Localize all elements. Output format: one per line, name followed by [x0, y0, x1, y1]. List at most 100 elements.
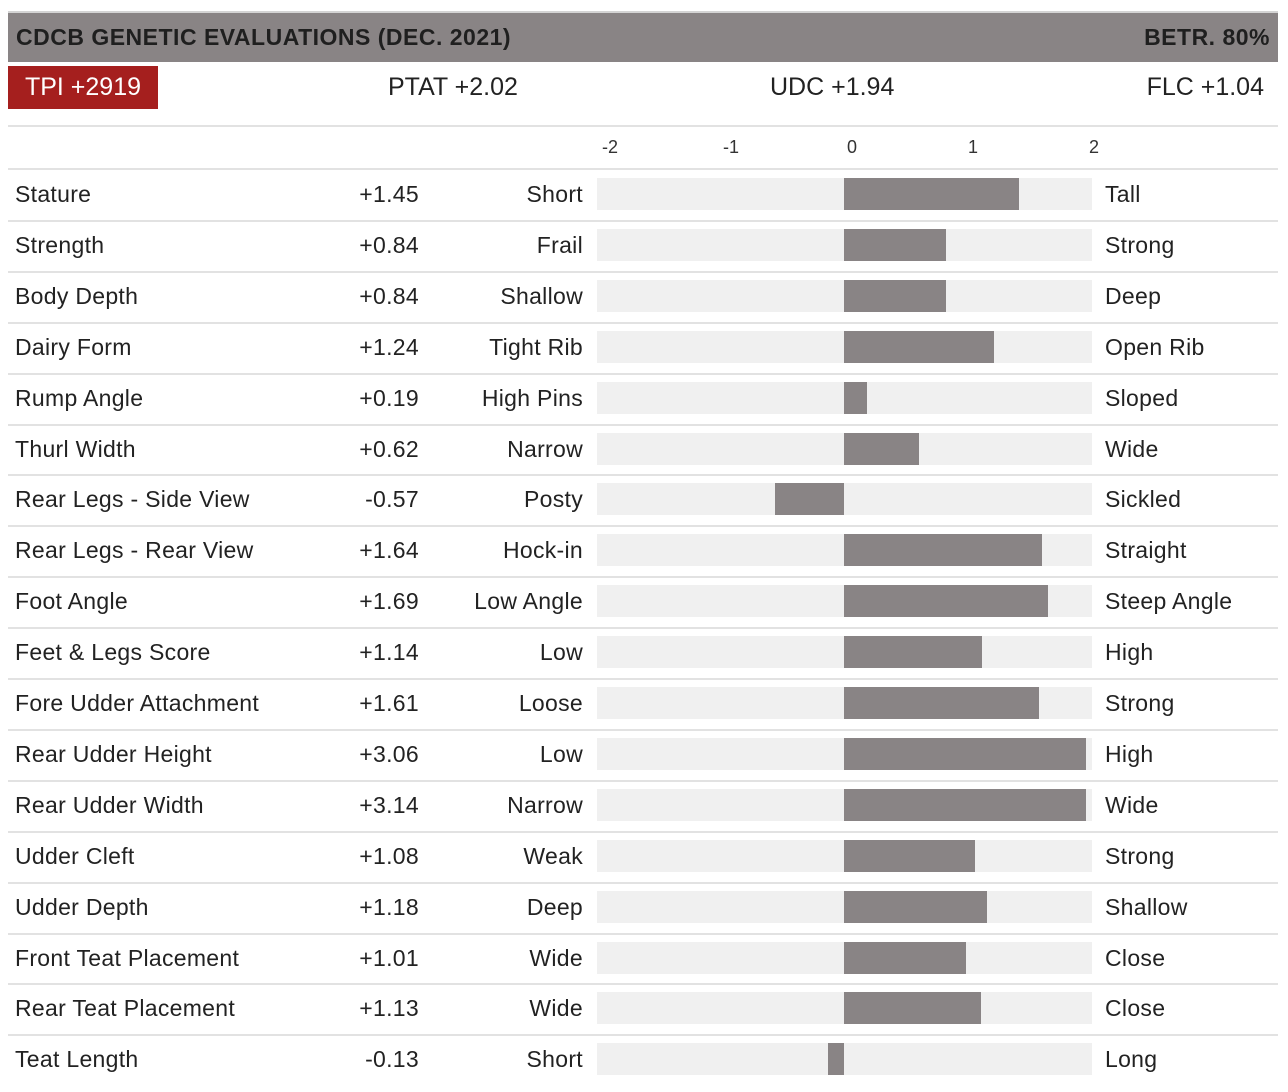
trait-low-label: Low Angle: [474, 588, 583, 615]
axis-tick-label: 1: [967, 137, 979, 157]
trait-row: Strength +0.84 Frail Strong: [8, 221, 1278, 270]
bar-track: [597, 839, 1092, 872]
flc-value: FLC +1.04: [1146, 73, 1264, 101]
row-divider: [8, 219, 1278, 222]
trait-value: +1.69: [359, 588, 419, 615]
trait-high-label: Tall: [1105, 181, 1141, 207]
trait-bar: [775, 483, 844, 516]
trait-row: Dairy Form +1.24 Tight Rib Open Rib: [8, 323, 1278, 372]
trait-high-label: Steep Angle: [1105, 588, 1233, 615]
bar-track: [597, 178, 1092, 210]
trait-high-label: Sloped: [1105, 384, 1179, 411]
row-divider: [8, 372, 1278, 375]
trait-row: Rear Teat Placement +1.13 Wide Close: [8, 984, 1278, 1033]
trait-row: Body Depth +0.84 Shallow Deep: [8, 272, 1278, 321]
trait-row: Feet & Legs Score +1.14 Low High: [8, 628, 1278, 677]
trait-value: +1.08: [359, 842, 419, 869]
trait-value: +3.14: [359, 791, 419, 818]
trait-value: +0.84: [359, 231, 419, 258]
trait-low-label: Wide: [529, 944, 583, 971]
trait-bar: [844, 839, 975, 872]
trait-high-label: Close: [1105, 995, 1166, 1022]
summary-row: TPI +2919 PTAT +2.02 UDC +1.94 FLC +1.04: [8, 64, 1278, 126]
trait-low-label: Loose: [518, 690, 583, 716]
trait-bar: [844, 737, 1086, 770]
trait-low-label: Low: [539, 639, 583, 666]
trait-value: -0.57: [365, 486, 419, 513]
axis-tick-label: 2: [1088, 137, 1100, 157]
bar-track: [597, 890, 1092, 923]
trait-high-label: Strong: [1105, 842, 1175, 869]
trait-bar: [844, 941, 967, 974]
trait-high-label: Long: [1105, 1046, 1158, 1073]
trait-name: Rump Angle: [15, 384, 144, 411]
row-divider: [8, 1034, 1278, 1037]
trait-name: Thurl Width: [15, 435, 136, 462]
trait-bar: [844, 279, 946, 312]
bar-track: [597, 483, 1092, 516]
axis-divider: [8, 168, 1278, 170]
trait-name: Fore Udder Attachment: [15, 690, 260, 716]
trait-row: Rump Angle +0.19 High Pins Sloped: [8, 374, 1278, 423]
trait-bar: [844, 788, 1086, 821]
trait-value: +0.62: [359, 435, 419, 462]
trait-name: Rear Udder Height: [15, 740, 212, 767]
summary-divider: [8, 125, 1278, 127]
trait-value: +1.18: [359, 893, 419, 920]
trait-value: +1.24: [359, 333, 419, 360]
trait-bar: [828, 1043, 844, 1076]
trait-bar: [844, 636, 982, 669]
row-divider: [8, 474, 1278, 477]
trait-name: Front Teat Placement: [15, 944, 240, 971]
trait-high-label: Deep: [1105, 282, 1162, 309]
trait-row: Rear Udder Height +3.06 Low High: [8, 730, 1278, 779]
trait-name: Teat Length: [15, 1046, 139, 1073]
trait-name: Body Depth: [15, 282, 139, 309]
row-divider: [8, 627, 1278, 630]
trait-high-label: Straight: [1105, 537, 1187, 564]
bar-track: [597, 330, 1092, 363]
bar-track: [597, 279, 1092, 312]
row-divider: [8, 728, 1278, 731]
top-divider: [8, 11, 1278, 13]
trait-high-label: Open Rib: [1105, 333, 1205, 360]
trait-low-label: Posty: [523, 486, 583, 513]
trait-low-label: Deep: [526, 893, 583, 920]
trait-bar: [844, 178, 1020, 210]
trait-name: Foot Angle: [15, 588, 128, 615]
trait-low-label: Frail: [536, 231, 583, 258]
row-divider: [8, 525, 1278, 528]
trait-value: +3.06: [359, 740, 419, 767]
bar-track: [597, 228, 1092, 261]
tpi-badge: TPI +2919: [8, 66, 158, 109]
bar-track: [597, 992, 1092, 1025]
trait-high-label: Close: [1105, 944, 1166, 971]
trait-bar: [844, 381, 867, 414]
row-divider: [8, 576, 1278, 579]
bar-track: [597, 941, 1092, 974]
trait-row: Fore Udder Attachment +1.61 Loose Strong: [8, 679, 1278, 728]
trait-high-label: High: [1105, 639, 1154, 666]
axis-tick-label: -1: [722, 137, 740, 157]
trait-row: Rear Legs - Side View -0.57 Posty Sickled: [8, 475, 1278, 524]
row-divider: [8, 932, 1278, 935]
trait-low-label: Wide: [529, 995, 583, 1022]
trait-low-label: Weak: [523, 842, 583, 869]
bar-track: [597, 636, 1092, 669]
trait-name: Rear Legs - Rear View: [15, 537, 254, 564]
row-divider: [8, 881, 1278, 884]
header-title: CDCB GENETIC EVALUATIONS (DEC. 2021): [16, 24, 512, 50]
trait-row: Udder Depth +1.18 Deep Shallow: [8, 883, 1278, 932]
trait-row: Foot Angle +1.69 Low Angle Steep Angle: [8, 577, 1278, 626]
trait-bar: [844, 228, 946, 261]
trait-bar: [844, 432, 920, 465]
trait-value: +1.45: [359, 181, 419, 207]
trait-value: +1.13: [359, 995, 419, 1022]
row-divider: [8, 830, 1278, 833]
trait-bar: [844, 992, 981, 1025]
trait-value: +1.01: [359, 944, 419, 971]
trait-high-label: Strong: [1105, 231, 1175, 258]
row-divider: [8, 423, 1278, 426]
axis-tick-label: 0: [846, 137, 858, 157]
trait-name: Rear Teat Placement: [15, 995, 236, 1022]
